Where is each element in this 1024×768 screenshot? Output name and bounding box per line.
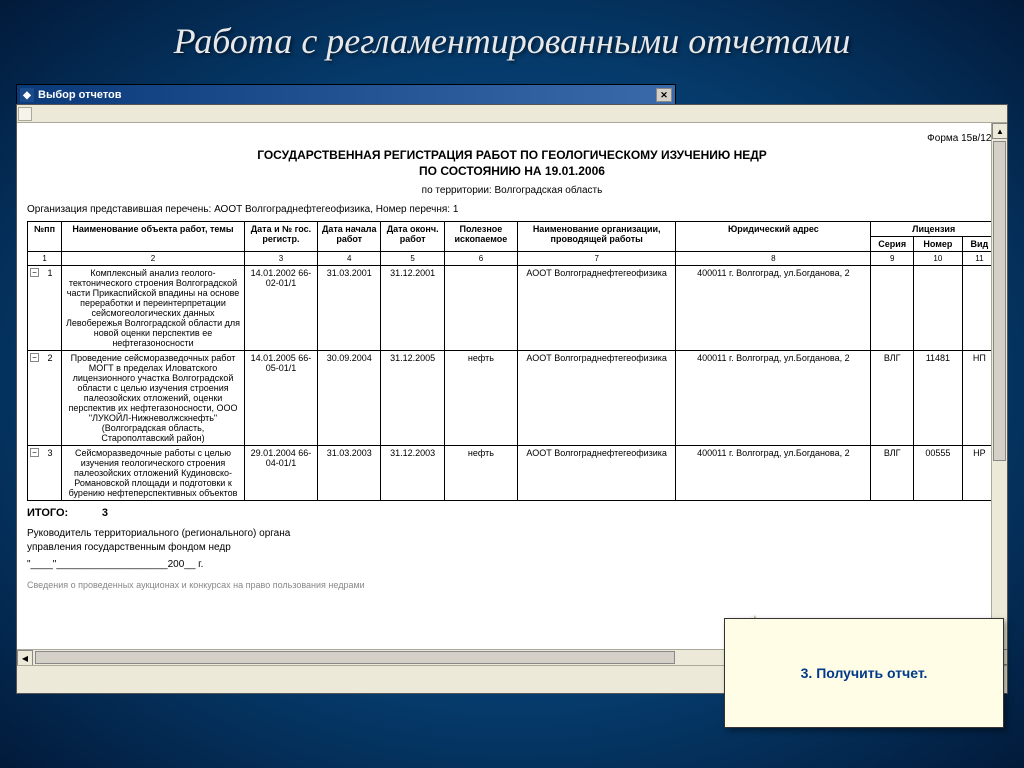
hidden-section: Сведения о проведенных аукционах и конку…: [27, 580, 997, 590]
th-end: Дата оконч. работ: [381, 222, 444, 252]
th-lic-series: Серия: [871, 237, 914, 252]
th-name: Наименование объекта работ, темы: [62, 222, 245, 252]
expand-icon[interactable]: −: [30, 268, 39, 277]
th-lic-number: Номер: [914, 237, 963, 252]
doc-title: ГОСУДАРСТВЕННАЯ РЕГИСТРАЦИЯ РАБОТ ПО ГЕО…: [27, 148, 997, 179]
table-row: −3Сейсморазведочные работы с целью изуче…: [28, 446, 997, 501]
th-license: Лицензия: [871, 222, 997, 237]
callout: 3. Получить отчет.: [724, 618, 1004, 728]
titlebar: ◆ Выбор отчетов ✕: [17, 85, 675, 105]
expand-icon[interactable]: −: [30, 353, 39, 362]
vertical-scrollbar[interactable]: ▲ ▼: [991, 123, 1007, 665]
form-code: Форма 15в/128: [27, 133, 997, 144]
th-addr: Юридический адрес: [676, 222, 871, 252]
column-index-row: 12 34 56 78 910 11: [28, 252, 997, 266]
app-icon: ◆: [20, 88, 34, 102]
th-org: Наименование организации, проводящей раб…: [517, 222, 675, 252]
table-row: −1Комплексный анализ геолого-тектоническ…: [28, 266, 997, 351]
scroll-up-icon[interactable]: ▲: [992, 123, 1008, 139]
report-selector-window: ◆ Выбор отчетов ✕: [16, 84, 676, 106]
toolbar: [17, 105, 1007, 123]
table-row: −2Проведение сейсморазведочных работ МОГ…: [28, 351, 997, 446]
collapse-button[interactable]: [18, 107, 32, 121]
close-icon[interactable]: ✕: [656, 88, 672, 102]
th-mineral: Полезное ископаемое: [444, 222, 517, 252]
scroll-left-icon[interactable]: ◀: [17, 650, 33, 666]
signature-line: "____"____________________200__ г.: [27, 559, 997, 570]
th-start: Дата начала работ: [318, 222, 381, 252]
slide-title: Работа с регламентированными отчетами: [0, 0, 1024, 62]
report-table: №пп Наименование объекта работ, темы Дат…: [27, 221, 997, 501]
window-title: Выбор отчетов: [38, 89, 122, 101]
th-datenum: Дата и № гос. регистр.: [244, 222, 317, 252]
territory-line: по территории: Волгоградская область: [27, 185, 997, 196]
footer-text: Руководитель территориального (региональ…: [27, 527, 997, 555]
org-line: Организация представившая перечень: АООТ…: [27, 204, 997, 215]
scroll-thumb-h[interactable]: [35, 651, 675, 664]
report-document: Форма 15в/128 ГОСУДАРСТВЕННАЯ РЕГИСТРАЦИ…: [16, 104, 1008, 694]
callout-text: 3. Получить отчет.: [801, 665, 928, 681]
expand-icon[interactable]: −: [30, 448, 39, 457]
scroll-thumb[interactable]: [993, 141, 1006, 461]
th-num: №пп: [28, 222, 62, 252]
totals-row: ИТОГО: 3: [27, 507, 997, 519]
